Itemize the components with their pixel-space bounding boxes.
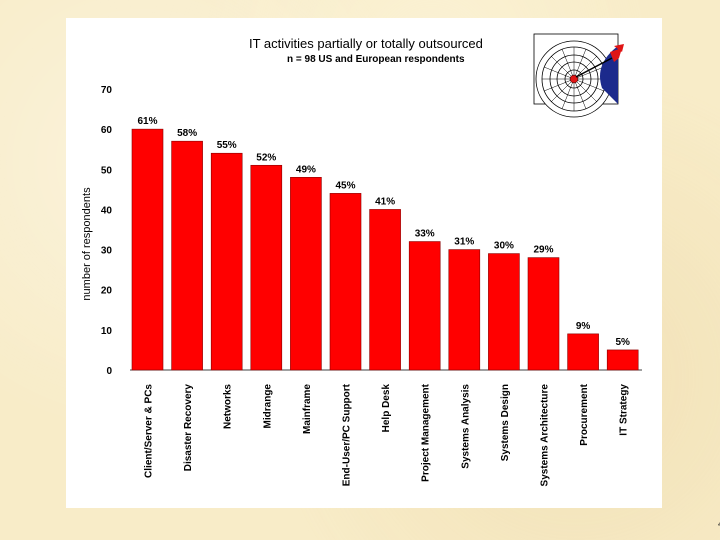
data-label: 5% [615,337,630,348]
data-label: 58% [177,128,197,139]
y-tick-label: 70 [101,85,113,96]
x-tick-label: Midrange [262,384,273,429]
x-tick-label: End-User/PC Support [342,383,353,486]
category-labels: Client/Server & PCs Disaster Recovery Netw… [144,383,630,486]
x-tick-label: Help Desk [381,384,392,433]
chart-title: IT activities partially or totally outso… [249,36,483,51]
bar [250,164,283,371]
dartboard-icon [533,33,624,118]
y-axis-label: number of respondents [81,187,93,301]
bar [369,209,401,371]
data-label: 30% [494,241,514,252]
x-tick-label: Systems Architecture [540,384,551,487]
bar [527,257,560,371]
bar [488,253,520,371]
data-label: 9% [576,321,591,332]
x-tick-label: Project Management [421,383,432,481]
data-label: 31% [454,237,474,248]
y-tick-label: 10 [101,326,113,337]
x-tick-label: Mainframe [302,384,313,434]
data-label: 61% [137,116,157,127]
bar [290,177,322,371]
bar [606,349,639,371]
y-tick-label: 50 [101,165,113,176]
y-tick-label: 40 [101,205,113,216]
bar [171,140,203,371]
data-label: 29% [533,245,553,256]
chart-subtitle: n = 98 US and European respondents [287,54,465,65]
data-label: 33% [415,229,435,240]
data-label: 45% [335,180,355,191]
y-tick-label: 20 [101,286,113,297]
x-tick-label: Systems Design [500,384,511,461]
page-number: 45 [704,516,720,531]
x-tick-label: IT Strategy [619,384,630,436]
data-label: 52% [256,152,276,163]
bar [408,241,441,371]
bar-chart: IT activities partially or totally outso… [81,33,642,486]
data-label: 55% [217,140,237,151]
data-label: 49% [296,164,316,175]
data-label: 41% [375,196,395,207]
slide: IT activities partially or totally outso… [66,18,720,530]
bar [210,152,243,371]
x-tick-label: Systems Analysis [460,384,471,469]
bar [567,333,599,371]
data-labels: 61% 58% 55% 52% 49% 45% 41% 33% 31% 30% 29% 9% 5% [137,116,630,348]
y-tick-label: 0 [106,366,112,377]
x-tick-label: Procurement [579,383,590,445]
bar [448,249,481,371]
bars [131,128,639,371]
y-tick-label: 30 [101,246,113,257]
x-tick-label: Networks [223,384,234,429]
y-axis: 0 10 20 30 40 50 60 70 [101,85,113,377]
bar [329,193,362,371]
x-tick-label: Disaster Recovery [183,384,194,472]
y-tick-label: 60 [101,125,113,136]
x-tick-label: Client/Server & PCs [144,384,155,478]
bar [131,128,164,371]
